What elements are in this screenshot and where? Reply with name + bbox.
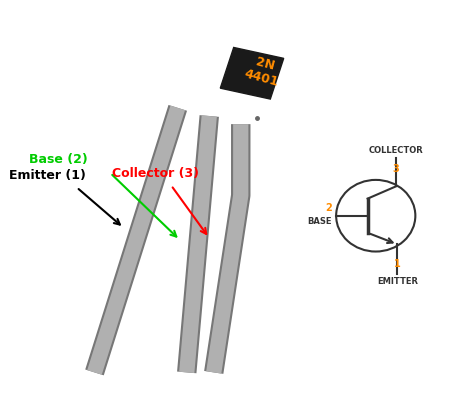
Text: 1: 1 (394, 259, 401, 269)
Text: 2N
4401: 2N 4401 (243, 54, 284, 89)
Text: 2: 2 (325, 204, 332, 213)
Text: Base (2): Base (2) (29, 153, 88, 166)
Text: 3: 3 (392, 164, 400, 174)
Text: Collector (3): Collector (3) (112, 167, 199, 180)
Text: BASE: BASE (307, 217, 332, 225)
Text: COLLECTOR: COLLECTOR (369, 146, 423, 155)
Text: Emitter (1): Emitter (1) (9, 169, 86, 182)
Polygon shape (220, 48, 284, 99)
Text: EMITTER: EMITTER (377, 277, 418, 286)
